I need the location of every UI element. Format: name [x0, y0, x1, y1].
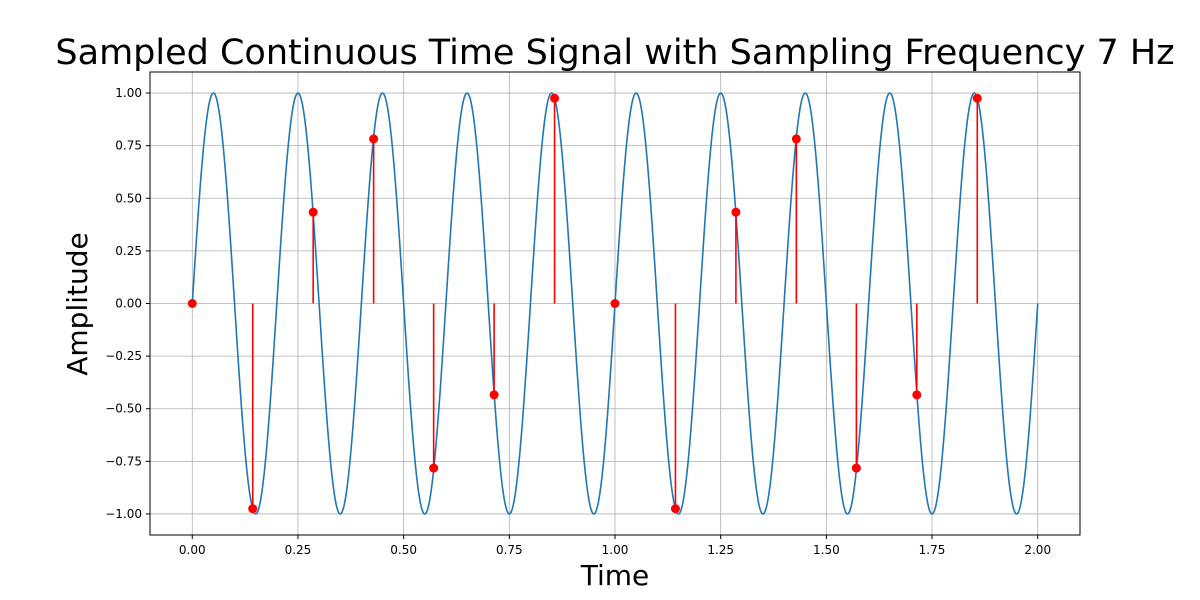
y-tick-label: 0.75 [115, 139, 142, 153]
y-tick-label: 1.00 [115, 86, 142, 100]
sample-point [308, 207, 318, 217]
y-tick-label: −0.50 [105, 402, 142, 416]
x-tick-label: 1.50 [813, 543, 840, 557]
y-tick-label: −1.00 [105, 507, 142, 521]
x-tick-label: 1.25 [707, 543, 734, 557]
y-tick-label: 0.25 [115, 244, 142, 258]
plot-area: 0.00 0.25 0.50 0.75 1.00 1.25 1.50 1.75 2.00 −1.0… [105, 71, 1081, 557]
sample-point [851, 463, 861, 473]
sample-point [972, 93, 982, 103]
sample-point [731, 207, 741, 217]
x-tick-label: 0.25 [285, 543, 312, 557]
y-tick-label: 0.50 [115, 191, 142, 205]
x-tick-label: 1.00 [602, 543, 629, 557]
y-axis-label: Amplitude [61, 232, 94, 376]
sample-point [489, 390, 499, 400]
y-tick-label: −0.75 [105, 454, 142, 468]
x-axis-label: Time [580, 559, 650, 592]
sample-point [187, 299, 197, 308]
sample-point [248, 504, 258, 514]
sample-point [670, 504, 680, 514]
x-tick-label: 0.00 [179, 543, 206, 557]
x-tick-label: 0.75 [496, 543, 523, 557]
sample-point [369, 134, 379, 144]
y-tick-label: 0.00 [115, 297, 142, 311]
sample-point [791, 134, 801, 144]
chart-title: Sampled Continuous Time Signal with Samp… [55, 33, 1174, 73]
sample-point [550, 93, 560, 103]
x-tick-label: 1.75 [919, 543, 946, 557]
x-tick-label: 2.00 [1024, 543, 1051, 557]
x-tick-label: 0.50 [390, 543, 417, 557]
y-tick-label: −0.25 [105, 349, 142, 363]
sample-point [912, 390, 922, 400]
sample-point [429, 463, 439, 473]
sample-point [610, 299, 620, 308]
